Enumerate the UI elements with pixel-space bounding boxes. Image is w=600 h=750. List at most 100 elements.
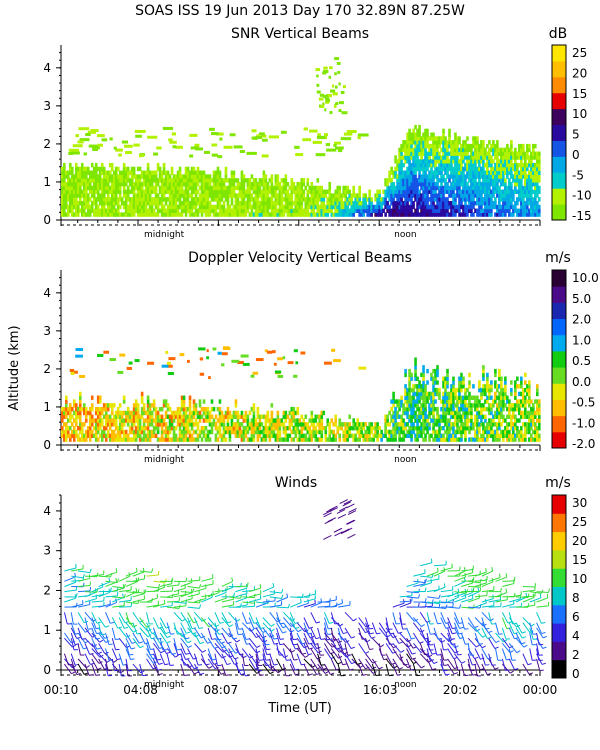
- snr-cell: [216, 170, 220, 175]
- doppler-cell: [434, 391, 437, 397]
- snr-cell: [410, 140, 413, 145]
- snr-cell: [478, 151, 481, 156]
- snr-cell: [404, 151, 407, 156]
- doppler-cell: [256, 429, 260, 435]
- snr-cell: [440, 136, 443, 141]
- doppler-cell: [416, 376, 419, 381]
- doppler-cell: [146, 433, 150, 438]
- snr-cell: [412, 185, 415, 191]
- snr-cell: [96, 178, 100, 183]
- doppler-cell: [470, 406, 473, 412]
- doppler-cell: [250, 437, 254, 442]
- snr-cell: [334, 146, 344, 150]
- doppler-cell: [490, 433, 493, 438]
- doppler-cell: [428, 414, 431, 419]
- doppler-cell: [480, 422, 483, 427]
- snr-cell: [122, 162, 126, 168]
- snr-cell: [74, 200, 78, 206]
- doppler-cell: [490, 387, 493, 393]
- doppler-cell: [446, 422, 449, 427]
- doppler-cell: [462, 422, 465, 427]
- snr-cell: [296, 204, 300, 210]
- doppler-cell: [308, 425, 312, 431]
- snr-cell: [158, 197, 162, 202]
- doppler-cell: [128, 437, 132, 442]
- snr-cell: [406, 147, 409, 153]
- doppler-cell: [468, 437, 471, 442]
- doppler-cell: [82, 406, 86, 412]
- snr-cell: [121, 140, 129, 144]
- doppler-cell: [62, 437, 66, 442]
- snr-cell: [460, 193, 463, 198]
- snr-cell: [410, 132, 413, 137]
- doppler-cell: [470, 414, 473, 419]
- snr-cell: [138, 189, 142, 194]
- doppler-cell: [226, 414, 230, 419]
- snr-cell: [76, 193, 80, 198]
- doppler-cell: [182, 406, 186, 412]
- snr-cell: [278, 197, 282, 202]
- snr-cell: [86, 170, 90, 175]
- snr-cell: [524, 189, 527, 194]
- doppler-cell: [416, 399, 419, 404]
- snr-cell: [508, 181, 511, 187]
- snr-cell: [536, 208, 539, 213]
- snr-cell: [498, 178, 501, 183]
- doppler-cell: [496, 414, 499, 419]
- snr-cell: [416, 162, 419, 168]
- snr-cell: [532, 174, 535, 179]
- snr-cell: [82, 197, 86, 202]
- snr-cell: [506, 189, 509, 194]
- snr-cell: [244, 193, 248, 198]
- doppler-cell: [222, 429, 226, 435]
- snr-cell: [74, 162, 78, 168]
- doppler-cell: [88, 418, 92, 423]
- snr-cell: [486, 151, 489, 156]
- snr-cell: [396, 185, 399, 191]
- snr-cell: [428, 155, 431, 160]
- snr-cell: [496, 162, 499, 168]
- snr-cell: [392, 197, 395, 202]
- doppler-cell: [316, 414, 320, 419]
- doppler-cell: [394, 418, 397, 423]
- snr-cell: [478, 162, 481, 168]
- doppler-cell: [422, 384, 425, 389]
- snr-cell: [96, 204, 100, 210]
- doppler-cell: [164, 403, 168, 408]
- snr-cell: [488, 178, 491, 183]
- snr-cell: [144, 178, 148, 183]
- snr-cell: [230, 170, 234, 175]
- snr-cell: [388, 193, 391, 198]
- snr-cell: [78, 193, 82, 198]
- doppler-cell: [460, 380, 463, 385]
- snr-cell: [410, 147, 413, 153]
- snr-cell: [528, 200, 531, 206]
- snr-cell: [444, 197, 447, 202]
- snr-cell: [82, 166, 86, 172]
- snr-cell: [120, 181, 124, 187]
- doppler-cell: [328, 422, 332, 427]
- doppler-cell: [148, 403, 152, 408]
- snr-cell: [98, 166, 102, 172]
- snr-cell: [310, 208, 314, 213]
- snr-cell: [308, 197, 312, 202]
- doppler-cell: [452, 395, 455, 400]
- snr-cell: [472, 143, 475, 149]
- snr-cell: [298, 208, 302, 213]
- snr-cell: [98, 174, 102, 179]
- doppler-cell: [494, 380, 497, 385]
- doppler-cell: [190, 437, 194, 442]
- snr-cell: [380, 200, 383, 206]
- snr-cell: [446, 208, 449, 213]
- colorbar-tick-label: 10: [572, 107, 587, 121]
- snr-cell: [454, 212, 457, 217]
- snr-cell: [218, 189, 222, 194]
- snr-cell: [430, 132, 433, 137]
- doppler-cell: [396, 399, 399, 404]
- doppler-cell: [472, 384, 475, 389]
- snr-cell: [376, 193, 379, 198]
- snr-cell: [454, 151, 457, 156]
- doppler-cell: [112, 414, 116, 419]
- snr-cell: [436, 200, 439, 206]
- snr-cell: [158, 178, 162, 183]
